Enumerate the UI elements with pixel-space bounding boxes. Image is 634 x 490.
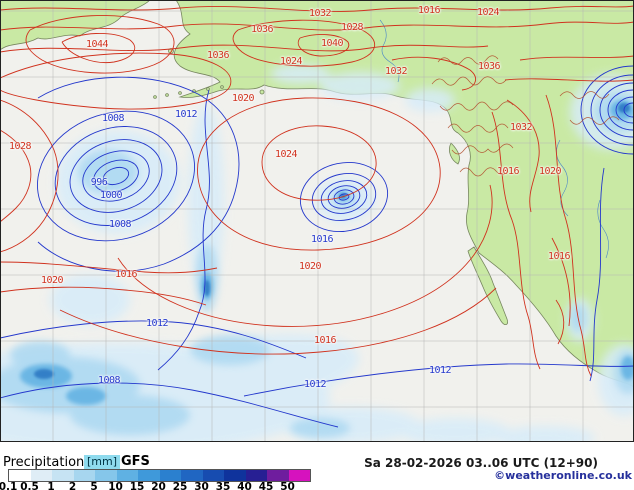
legend-segment — [9, 470, 31, 481]
map-region: 1032 1016 1024 1044 1036 1028 1040 1036 1024 1032… — [0, 0, 634, 442]
precipitation-layer — [0, 64, 634, 442]
legend-value: 35 — [215, 481, 231, 490]
footer: Precipitation [mm] GFS Sa 28-02-2026 03.… — [0, 442, 634, 490]
island-aleutian — [220, 85, 224, 89]
map-canvas — [0, 0, 634, 442]
legend-segment — [224, 470, 246, 481]
model-name: GFS — [121, 454, 150, 469]
legend-segment — [288, 470, 310, 481]
island-aleutian — [178, 91, 182, 95]
legend-segment — [202, 470, 224, 481]
legend-segment — [245, 470, 267, 481]
legend-value: 30 — [194, 481, 209, 490]
legend-value: 50 — [280, 481, 295, 490]
legend-segment — [181, 470, 203, 481]
parameter-unit: [mm] — [84, 455, 121, 469]
legend-segment — [267, 470, 289, 481]
island-aleutian — [206, 87, 210, 91]
isobars-high — [0, 5, 634, 377]
legend-value: 2 — [68, 481, 77, 490]
legend-value: 45 — [258, 481, 274, 490]
legend-segment — [73, 470, 95, 481]
terrain-contours — [431, 55, 620, 177]
legend-value: 20 — [151, 481, 166, 490]
island-aleutian — [153, 95, 157, 99]
parameter-title: Precipitation — [3, 455, 85, 470]
island-kodiak — [259, 89, 265, 95]
legend-segment — [30, 470, 52, 481]
legend-segment — [159, 470, 181, 481]
copyright-link[interactable]: ©weatheronline.co.uk — [494, 469, 632, 482]
legend-segment — [52, 470, 74, 481]
legend-value: 0.5 — [20, 481, 39, 490]
legend-value: 0.1 — [0, 481, 18, 490]
forecast-datetime: Sa 28-02-2026 03..06 UTC (12+90) — [364, 456, 598, 470]
legend-bar — [8, 469, 311, 482]
legend-segment — [95, 470, 117, 481]
landmass-baja — [467, 246, 508, 325]
legend-segment — [138, 470, 160, 481]
legend-value: 10 — [108, 481, 123, 490]
legend-value: 25 — [172, 481, 188, 490]
legend-value: 5 — [90, 481, 98, 490]
graticule — [0, 0, 634, 442]
legend-segment — [116, 470, 138, 481]
island-aleutian — [165, 93, 169, 97]
island-vancouver — [449, 142, 460, 165]
legend-value: 1 — [47, 481, 55, 490]
legend-values: 0.1 0.5 1 2 5 10 15 20 25 30 35 40 45 50 — [0, 481, 328, 490]
legend-value: 15 — [129, 481, 145, 490]
legend-value: 40 — [237, 481, 252, 490]
